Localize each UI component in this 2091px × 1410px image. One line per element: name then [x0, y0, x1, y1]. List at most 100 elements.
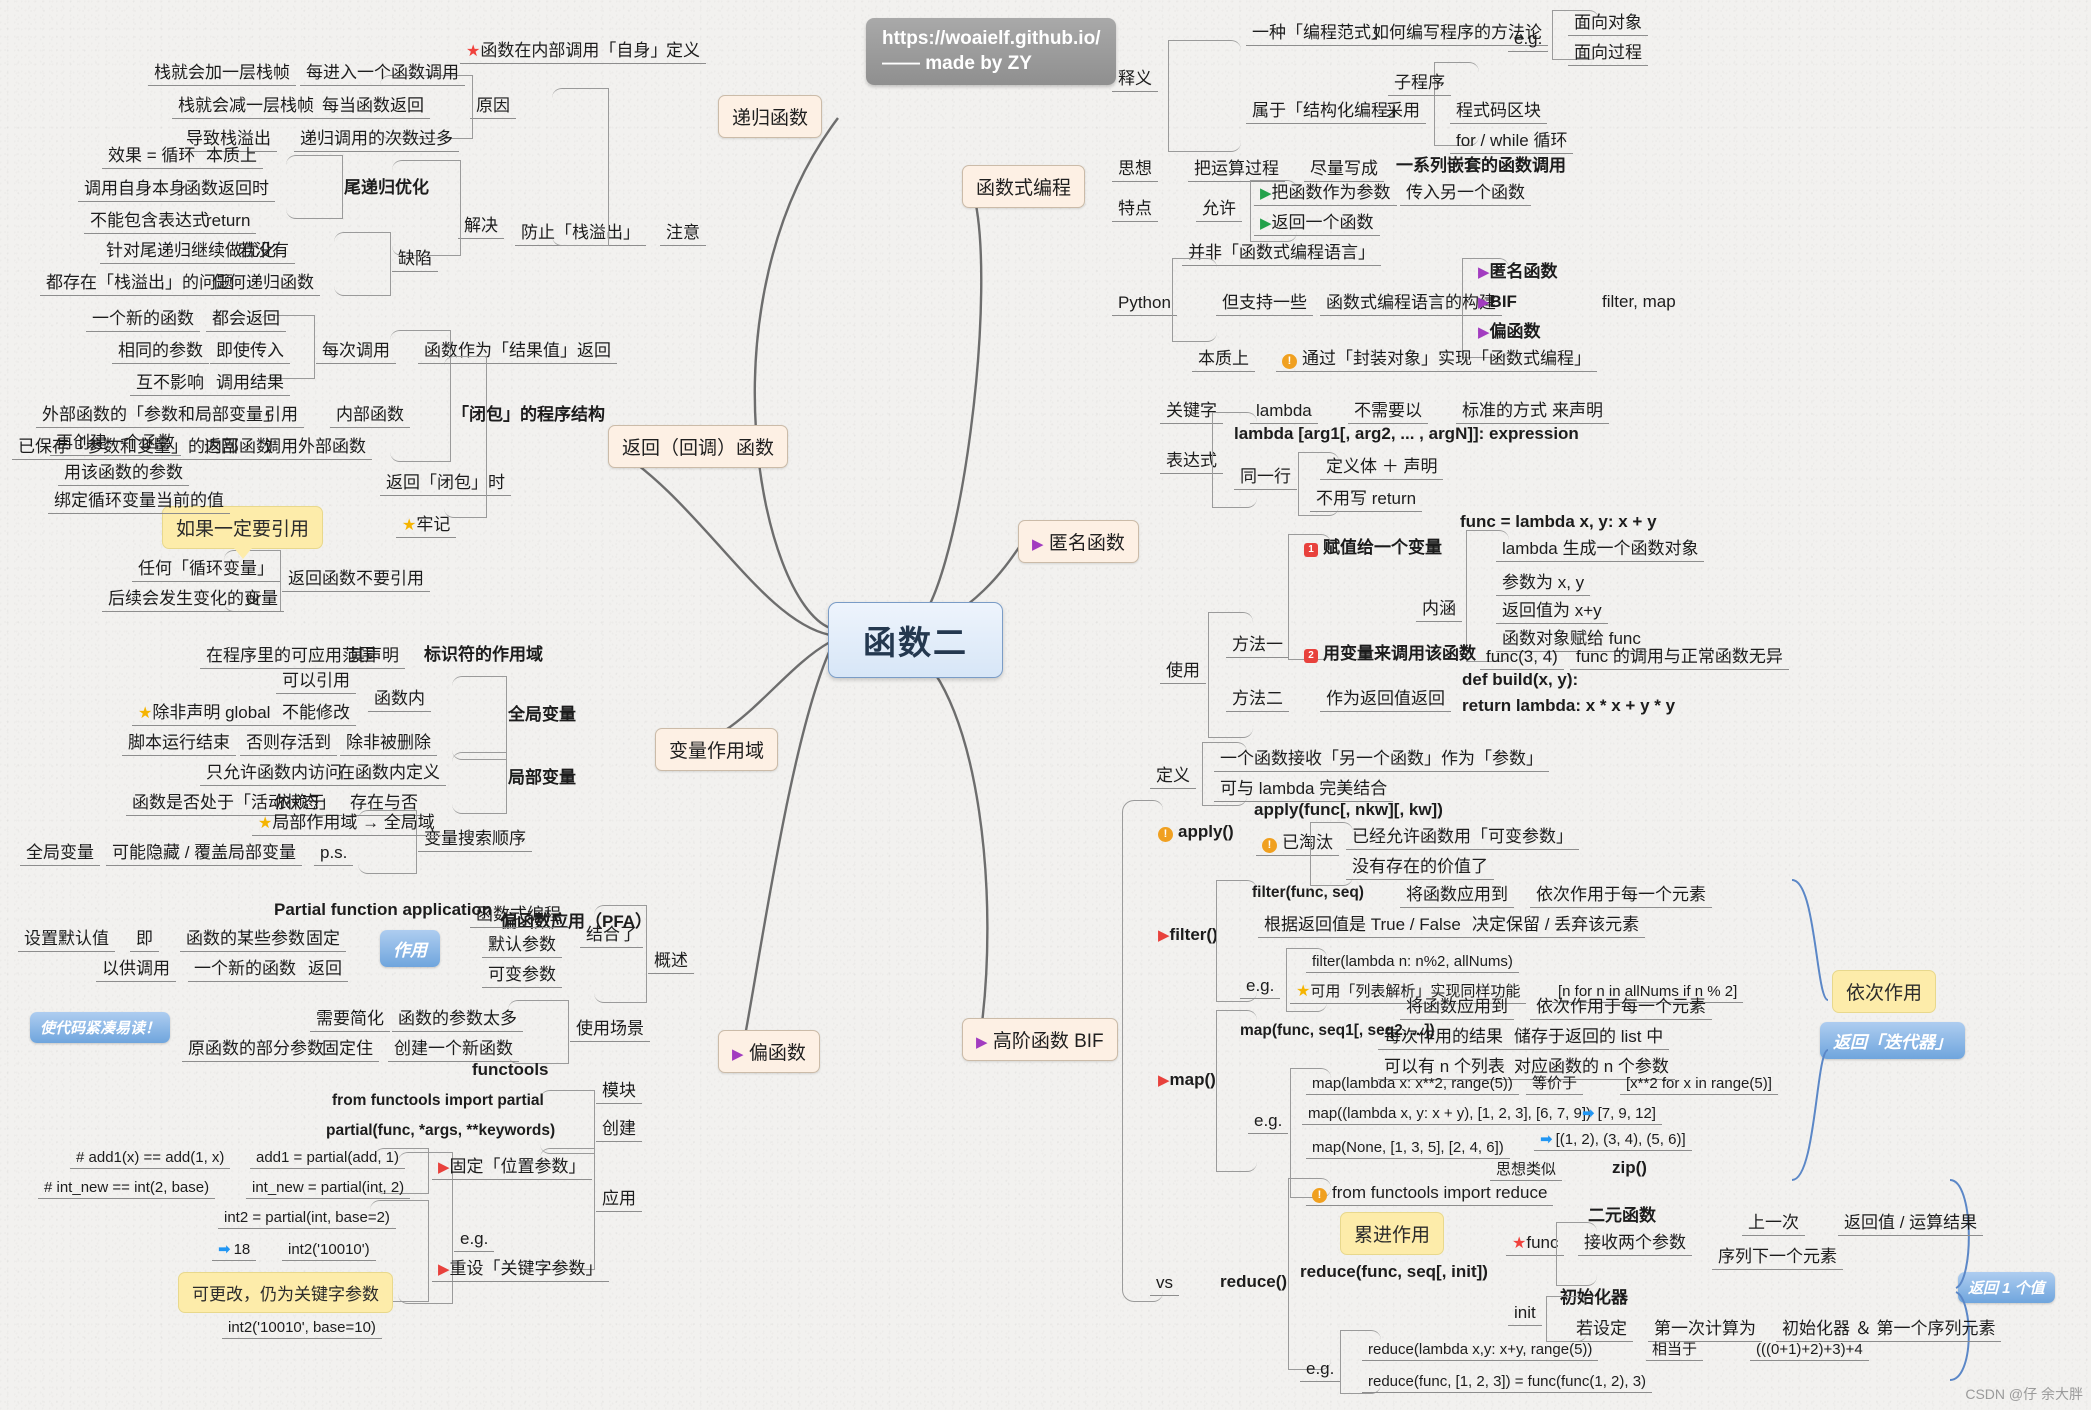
- flag-red-icon-2: ▶: [438, 1261, 450, 1278]
- hof-filter-code: filter(lambda n: n%2, allNums): [1306, 952, 1519, 974]
- badge-author: —— made by ZY: [882, 52, 1032, 74]
- flag-red-icon: ▶: [438, 1159, 450, 1176]
- fp-but-support: 但支持一些: [1216, 292, 1313, 316]
- scope-ps-mid: 可能隐藏 / 覆盖: [106, 842, 235, 866]
- closure-bracket: [390, 330, 451, 462]
- branch-recursion[interactable]: 递归函数: [718, 95, 823, 138]
- partial-module-name: functools: [472, 1060, 549, 1079]
- hof-reduce-eg: e.g.: [1300, 1358, 1341, 1382]
- lambda-m2-code2: return lambda: x * x + y * y: [1462, 696, 1676, 715]
- pos-row0-left: # add1(x) == add(1, x): [70, 1148, 231, 1170]
- reason-row1-right: 每当函数返回: [316, 95, 430, 119]
- scope-ps-label: p.s.: [314, 842, 354, 866]
- branch-hof-label: 高阶函数 BIF: [992, 1031, 1104, 1052]
- closure-ret-label: 函数作为「结果值」返回: [418, 340, 617, 364]
- hof-map-code2r: ➡ [7, 9, 12]: [1576, 1104, 1662, 1126]
- lambda-use-bracket: [1208, 612, 1253, 738]
- fixpos-bracket: [374, 1148, 429, 1194]
- fp-constructs-bracket: [1462, 258, 1509, 358]
- lambda-use-label: 使用: [1160, 660, 1206, 684]
- hof-apply-row0: 已经允许函数用「可变参数」: [1346, 826, 1579, 850]
- create-bracket: [540, 1090, 595, 1154]
- fp-idea-c: 一系列嵌套的函数调用: [1396, 156, 1566, 175]
- arrow-right-icon-3: ➡: [1540, 1131, 1553, 1148]
- must-row0: 再创建一个函数: [50, 432, 181, 456]
- lambda-inner-3: 函数对象赋给 func: [1496, 628, 1647, 652]
- branch-hof[interactable]: ▶ 高阶函数 BIF: [962, 1018, 1118, 1061]
- use-row1-mid: 固定住: [316, 1038, 379, 1062]
- partial-def0-mid2: 即: [130, 928, 159, 952]
- hof-map-code1: map(lambda x: x**2, range(5)): [1306, 1074, 1519, 1096]
- branch-callback[interactable]: 返回（回调）函数: [608, 425, 789, 468]
- partial-usecase: 使用场景: [570, 1018, 650, 1042]
- local-row1-left: 函数是否处于「活动状态」: [126, 792, 342, 816]
- partial-apply-label: 应用: [596, 1188, 642, 1212]
- recursion-solve-label: 解决: [458, 215, 504, 239]
- partial-import-line: from functools import partial: [332, 1092, 544, 1109]
- partial-create-label: 创建: [596, 1118, 642, 1142]
- use-row0-right: 函数的参数太多: [392, 1008, 523, 1032]
- fp-essence-text: ! 通过「封装对象」实现「函数式编程」: [1276, 348, 1597, 372]
- branch-scope[interactable]: 变量作用域: [655, 728, 779, 771]
- partial-pfa-cn: 偏函数应用（PFA）: [500, 912, 653, 931]
- lambda-line-bracket: [1298, 452, 1339, 516]
- fp-construct: 函数式编程语言的构建: [1320, 292, 1502, 316]
- partial-module-label: 模块: [596, 1080, 642, 1104]
- hof-func-bracket: [1556, 1222, 1597, 1286]
- closure-remember: ★牢记: [396, 514, 457, 539]
- partial-def1-mid2: 以供调用: [96, 958, 176, 982]
- hof-func-title: 二元函数: [1588, 1206, 1656, 1225]
- apply-bracket: [540, 1148, 595, 1270]
- use-row0-left: 需要简化: [310, 1008, 390, 1032]
- recursion-reason-label: 原因: [470, 95, 516, 119]
- fp-construct-1: ▶BIF: [1478, 292, 1517, 311]
- hof-init-row0: 若设定: [1570, 1318, 1633, 1342]
- hof-apply-sig: apply(func[, nkw][, kw]): [1254, 800, 1443, 819]
- global-row0-right: 函数内: [368, 688, 431, 712]
- branch-fp[interactable]: 函数式编程: [962, 165, 1086, 208]
- search-bracket: [358, 810, 417, 874]
- hof-init-bracket: [1546, 1296, 1587, 1342]
- branch-partial[interactable]: ▶ 偏函数: [718, 1030, 820, 1073]
- inner-row1-left: 已保存「参数和变量」的内部函数: [12, 436, 279, 460]
- fp-m0-left: 一种「编程范式」: [1246, 22, 1394, 46]
- closure-call-label: 每次调用: [316, 340, 396, 364]
- fp-bif-note: filter, map: [1602, 292, 1676, 311]
- hof-reduce-eg-bracket: [1340, 1330, 1381, 1394]
- lambda-m1-step2: 2 用变量来调用该函数: [1304, 644, 1476, 664]
- hof-filter-row0-right: 依次作用于每一个元素: [1530, 884, 1712, 908]
- reason-row2-right: 递归调用的次数过多: [294, 128, 459, 152]
- hof-filter-eg: e.g.: [1240, 975, 1281, 999]
- recursion-def-label: 定义: [660, 40, 706, 64]
- fp-allow-item0: ▶把函数作为参数: [1254, 182, 1397, 206]
- fp-m0-eg: e.g.: [1508, 28, 1549, 52]
- lambda-inner-bracket: [1466, 530, 1509, 662]
- site-badge: https://woaielf.github.io/ —— made by ZY: [866, 18, 1117, 86]
- hof-main-bracket: [1122, 800, 1163, 1302]
- hof-func-row2: 返回值 / 运算结果: [1838, 1212, 1984, 1236]
- tail-row0-right: 本质上: [200, 145, 263, 169]
- call-bracket: [258, 315, 315, 379]
- fp-m1-item0: 子程序: [1388, 72, 1451, 96]
- hof-reduce-code1r: (((0+1)+2)+3)+4: [1750, 1340, 1869, 1362]
- usecase-bracket: [508, 1000, 569, 1064]
- fp-construct-0: ▶匿名函数: [1478, 262, 1558, 281]
- hof-map-row2-left: 可以有 n 个列表: [1378, 1056, 1511, 1080]
- fp-sub-bracket: [1434, 62, 1479, 146]
- lambda-expr-label: 表达式: [1160, 450, 1223, 474]
- fp-allow-tail: 传入另一个函数: [1400, 182, 1531, 206]
- inner-row0-left: 外部函数的「参数和局部变量」: [36, 404, 286, 428]
- lambda-expr-sig: lambda [arg1[, arg2, ... , argN]]: expre…: [1234, 424, 1579, 443]
- arrow-right-icon-2: ➡: [1582, 1105, 1595, 1122]
- scope-global-title: 全局变量: [508, 705, 576, 724]
- tail-row1-left: 调用自身本身: [78, 178, 192, 202]
- recursion-notice-label: 注意: [660, 222, 706, 246]
- star-icon: ★: [466, 43, 481, 60]
- fp-meaning-bracket: [1168, 40, 1241, 152]
- global-bracket: [452, 676, 507, 760]
- hof-reduce-import: ! from functools import reduce: [1306, 1182, 1554, 1206]
- branch-lambda[interactable]: ▶ 匿名函数: [1018, 520, 1139, 563]
- hof-filter-sig: filter(func, seq): [1252, 884, 1364, 901]
- scope-local-title: 局部变量: [508, 768, 576, 787]
- fp-m0-item1: 面向过程: [1568, 42, 1648, 66]
